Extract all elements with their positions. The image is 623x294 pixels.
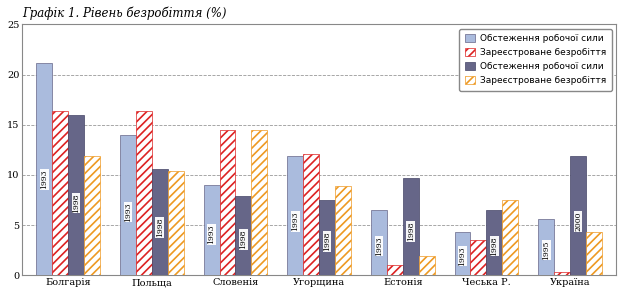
Bar <box>303 154 319 275</box>
Text: 1993: 1993 <box>375 236 383 256</box>
Bar <box>402 178 419 275</box>
Bar <box>487 210 502 275</box>
Text: 1993: 1993 <box>291 212 299 231</box>
Bar <box>419 256 434 275</box>
Bar <box>52 111 68 275</box>
Text: 1993: 1993 <box>207 225 216 244</box>
Bar <box>219 130 235 275</box>
Text: 2000: 2000 <box>574 212 582 231</box>
Text: 1993: 1993 <box>40 170 48 189</box>
Bar <box>136 111 152 275</box>
Text: 1993: 1993 <box>459 246 467 266</box>
Text: 1998: 1998 <box>239 230 247 249</box>
Bar <box>235 196 251 275</box>
Text: 1995: 1995 <box>542 240 550 260</box>
Bar <box>168 171 184 275</box>
Bar <box>570 156 586 275</box>
Text: 1998: 1998 <box>156 218 164 237</box>
Bar <box>319 200 335 275</box>
Bar <box>502 200 518 275</box>
Text: 1998: 1998 <box>407 222 415 241</box>
Bar <box>287 156 303 275</box>
Bar <box>538 219 554 275</box>
Bar <box>387 265 402 275</box>
Text: Графік 1. Рівень безробіття (%): Графік 1. Рівень безробіття (%) <box>22 7 227 21</box>
Bar <box>335 186 351 275</box>
Bar <box>455 232 470 275</box>
Text: 1993: 1993 <box>124 202 132 222</box>
Bar <box>84 156 100 275</box>
Bar <box>554 272 570 275</box>
Legend: Обстеження робочої сили, Зареєстроване безробіття, Обстеження робочої сили, Заре: Обстеження робочої сили, Зареєстроване б… <box>459 29 612 91</box>
Bar <box>36 63 52 275</box>
Bar <box>68 115 84 275</box>
Bar <box>251 130 267 275</box>
Bar <box>470 240 487 275</box>
Bar <box>371 210 387 275</box>
Bar <box>586 232 602 275</box>
Bar <box>204 185 219 275</box>
Bar <box>152 169 168 275</box>
Text: 1998: 1998 <box>490 236 498 256</box>
Text: 1998: 1998 <box>323 232 331 251</box>
Text: 1998: 1998 <box>72 193 80 213</box>
Bar <box>120 135 136 275</box>
